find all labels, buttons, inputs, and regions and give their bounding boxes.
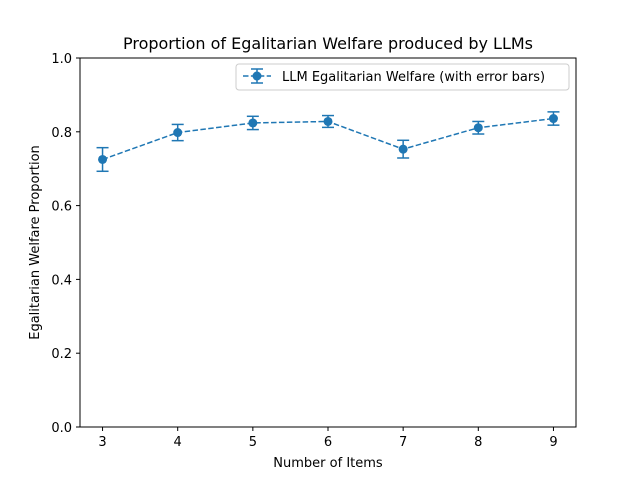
legend: LLM Egalitarian Welfare (with error bars… — [235, 63, 570, 91]
plot-area — [96, 111, 560, 173]
x-tick-label: 6 — [324, 435, 332, 450]
data-point — [473, 123, 483, 133]
data-point — [248, 118, 258, 128]
y-axis: 0.0 0.2 0.4 0.6 0.8 1.0 — [51, 52, 80, 436]
data-point — [173, 128, 183, 138]
y-tick-label: 0.8 — [51, 126, 72, 141]
x-tick-label: 5 — [249, 435, 257, 450]
y-tick-label: 0.0 — [51, 421, 72, 436]
y-tick-label: 0.4 — [51, 273, 72, 288]
y-tick-label: 0.2 — [51, 347, 72, 362]
x-tick-label: 9 — [549, 435, 557, 450]
x-tick-label: 3 — [98, 435, 106, 450]
x-tick-label: 4 — [174, 435, 182, 450]
plot-frame — [79, 57, 577, 428]
x-axis-label: Number of Items — [273, 456, 383, 471]
x-tick-label: 7 — [399, 435, 407, 450]
x-axis: 3 4 5 6 7 8 9 — [98, 427, 558, 450]
y-tick-label: 1.0 — [51, 52, 72, 67]
y-tick-label: 0.6 — [51, 200, 72, 215]
data-point — [323, 116, 333, 126]
y-axis-label: Egalitarian Welfare Proportion — [28, 145, 43, 340]
legend-label: LLM Egalitarian Welfare (with error bars… — [282, 70, 545, 85]
legend-marker — [252, 71, 262, 81]
data-point — [398, 144, 408, 154]
chart-title: Proportion of Egalitarian Welfare produc… — [123, 34, 533, 53]
legend-box — [235, 63, 570, 91]
data-point — [548, 114, 558, 124]
data-point — [98, 154, 108, 164]
x-tick-label: 8 — [474, 435, 482, 450]
